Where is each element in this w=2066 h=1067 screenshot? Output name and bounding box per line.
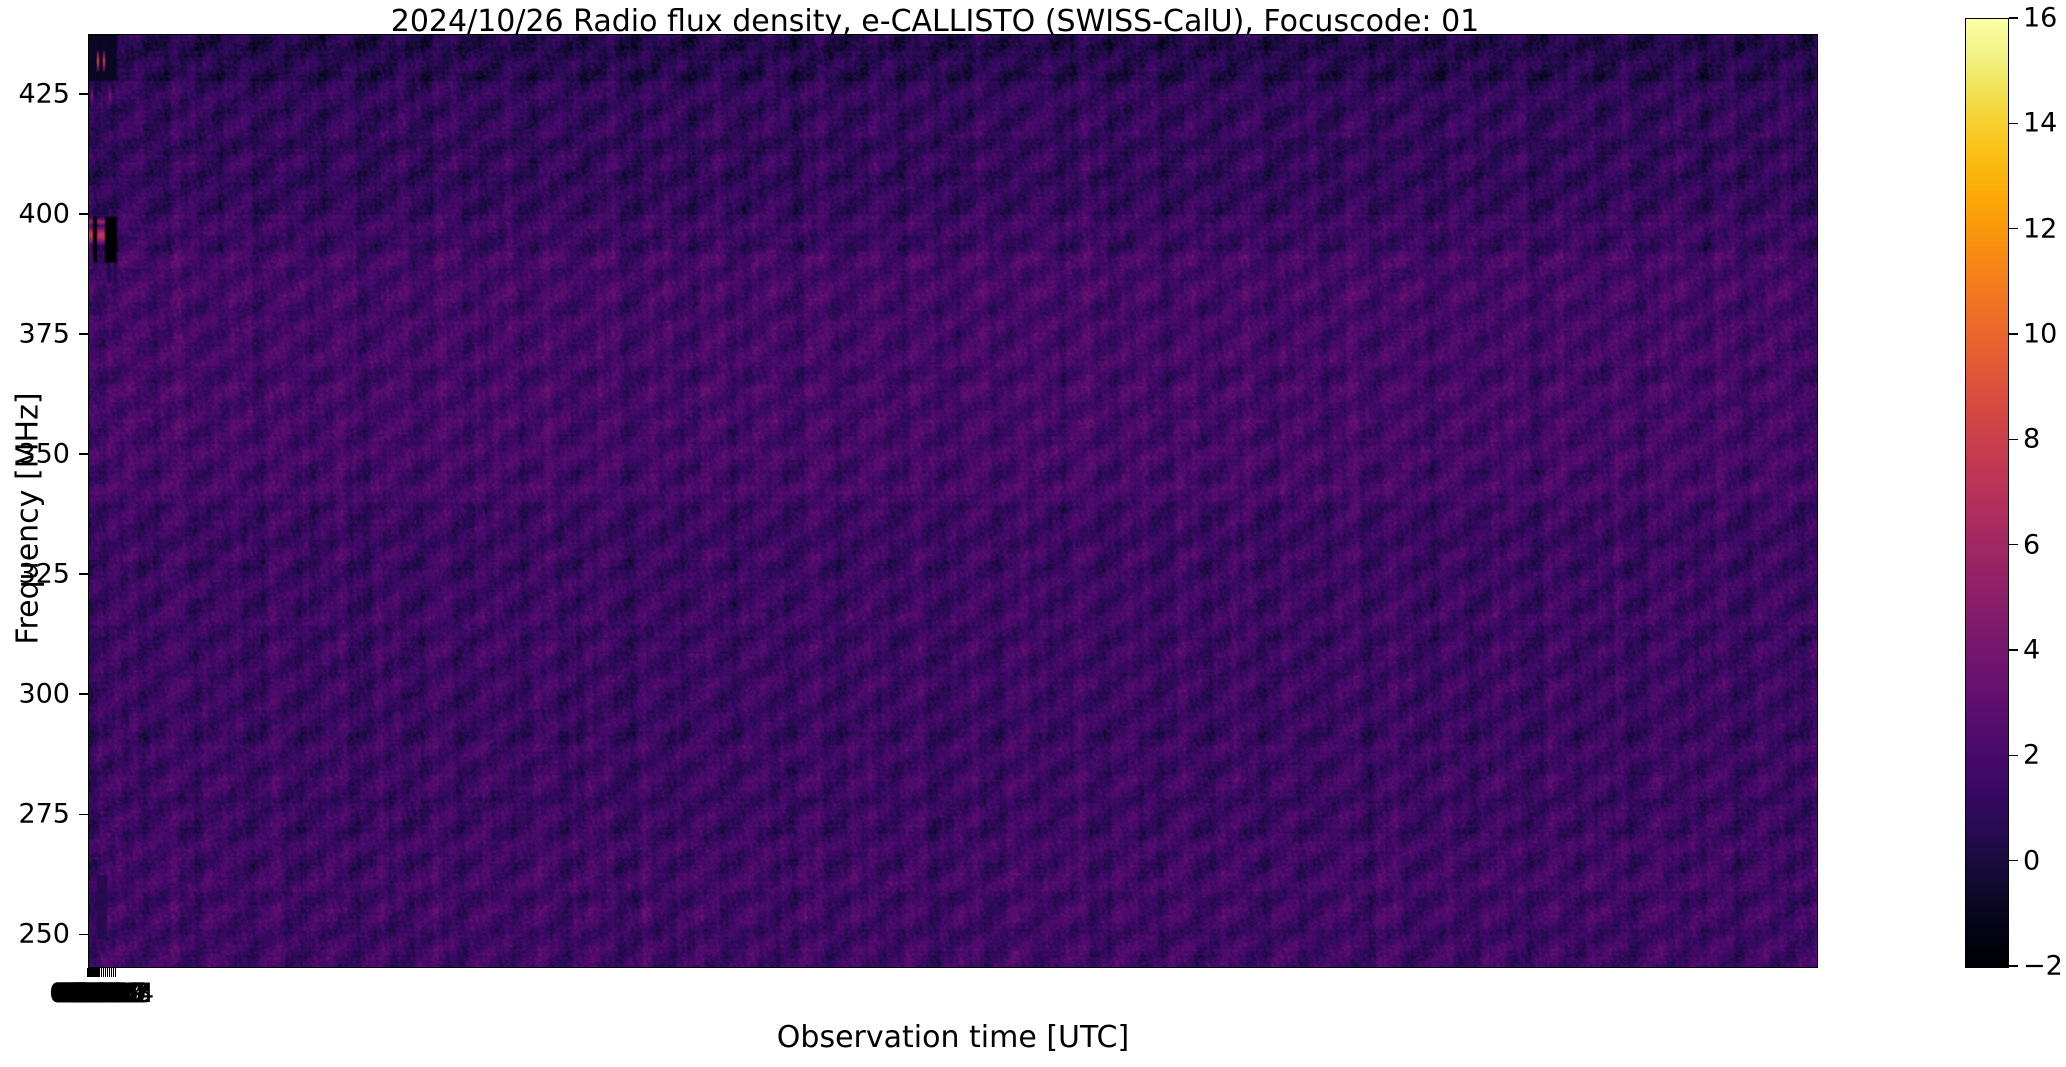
colorbar-tick-label: 2 <box>2023 739 2041 771</box>
figure-title: 2024/10/26 Radio flux density, e-CALLIST… <box>390 4 1480 39</box>
colorbar-tick-label: −2 <box>2023 950 2063 982</box>
x-tick-label: 09:14 <box>76 978 155 1009</box>
y-tick-mark <box>79 693 88 696</box>
x-tick-label: 09:00 <box>49 978 127 1009</box>
colorbar-tick-mark <box>2009 333 2018 335</box>
colorbar-tick-label: 14 <box>2023 107 2058 139</box>
x-tick-label: 09:01 <box>51 978 129 1009</box>
x-tick-label: 09:12 <box>72 978 151 1009</box>
y-tick-label: 250 <box>18 918 70 950</box>
colorbar-tick-label: 6 <box>2023 529 2041 561</box>
x-tick-label: 09:02 <box>52 978 131 1009</box>
y-tick-mark <box>79 213 88 215</box>
colorbar-tick-mark <box>2009 543 2018 546</box>
x-tick-mark <box>106 968 109 977</box>
x-tick-label: 09:08 <box>64 978 143 1009</box>
x-tick-label: 09:06 <box>60 978 139 1009</box>
colorbar-tick-mark <box>2009 859 2018 862</box>
y-tick-mark <box>79 93 88 95</box>
colorbar-tick-label: 4 <box>2023 634 2041 666</box>
spectrogram-plot[interactable] <box>88 34 1818 968</box>
colorbar-tick-mark <box>2009 227 2018 230</box>
y-tick-mark <box>79 813 88 816</box>
x-tick-label: 09:04 <box>56 978 135 1009</box>
x-tick-mark <box>89 968 91 977</box>
x-tick-label: 09:07 <box>62 978 141 1009</box>
y-tick-mark <box>79 573 88 576</box>
x-tick-mark <box>112 968 115 977</box>
x-tick-mark <box>93 968 95 977</box>
x-tick-mark <box>87 968 89 977</box>
colorbar-tick-mark <box>2009 754 2018 757</box>
x-tick-mark <box>110 968 113 977</box>
x-tick-mark <box>98 968 101 977</box>
colorbar-tick-label: 10 <box>2023 318 2058 350</box>
x-tick-label: 09:03 <box>54 978 133 1009</box>
colorbar-tick-label: 0 <box>2023 845 2041 877</box>
colorbar-tick-label: 12 <box>2023 213 2058 245</box>
x-tick-mark <box>108 968 111 977</box>
x-tick-mark <box>114 968 117 977</box>
x-tick-mark <box>95 968 97 977</box>
x-tick-mark <box>100 968 103 977</box>
colorbar-tick-label: 16 <box>2023 2 2058 34</box>
x-tick-label: 09:11 <box>70 978 149 1009</box>
y-tick-mark <box>79 933 88 936</box>
y-tick-label: 325 <box>18 558 70 590</box>
colorbar-tick-mark <box>2009 17 2018 19</box>
y-tick-label: 400 <box>18 198 70 230</box>
colorbar-tick-mark <box>2009 965 2018 967</box>
x-tick-mark <box>91 968 93 977</box>
y-tick-label: 275 <box>18 798 70 830</box>
x-axis-label: Observation time [UTC] <box>776 1020 1130 1055</box>
colorbar-tick-label: 8 <box>2023 423 2041 455</box>
x-tick-mark <box>96 968 99 977</box>
x-tick-label: 09:10 <box>68 978 147 1009</box>
y-tick-label: 300 <box>18 678 70 710</box>
x-tick-label: 09:09 <box>66 978 145 1009</box>
colorbar-tick-mark <box>2009 438 2018 441</box>
x-tick-label: 09:13 <box>74 978 153 1009</box>
x-tick-mark <box>102 968 105 977</box>
colorbar <box>1965 18 2009 968</box>
y-tick-label: 375 <box>18 318 70 350</box>
x-tick-mark <box>104 968 107 977</box>
y-tick-label: 425 <box>18 78 70 110</box>
x-tick-label: 09:05 <box>58 978 137 1009</box>
y-tick-label: 350 <box>18 438 70 470</box>
colorbar-tick-mark <box>2009 122 2018 125</box>
y-tick-mark <box>79 453 88 455</box>
colorbar-gradient <box>1966 19 2008 967</box>
y-tick-mark <box>79 333 88 335</box>
colorbar-tick-mark <box>2009 649 2018 651</box>
spectrogram-image <box>89 35 1817 967</box>
